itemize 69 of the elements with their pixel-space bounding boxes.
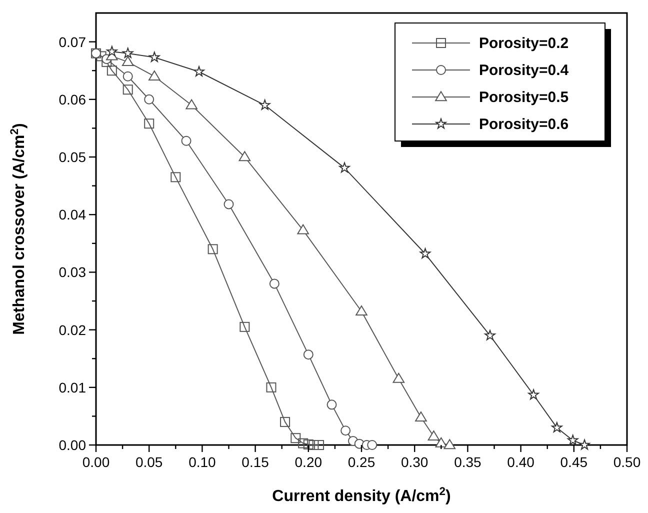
point [340,426,351,436]
y-tick-label: 0.07 [58,34,86,50]
y-tick-label: 0.02 [58,322,86,338]
point [148,52,160,62]
y-tick-label: 0.06 [58,91,86,108]
y-tick-label: 0.05 [58,149,86,165]
y-tick-label: 0.01 [58,379,86,396]
point [551,422,562,432]
point [326,400,337,410]
point [186,99,198,110]
point [194,66,204,76]
x-tick-label: 0.25 [348,454,376,470]
point [392,372,405,383]
legend-label: Porosity=0.4 [479,62,570,79]
x-tick-label: 0.05 [135,454,163,470]
x-tick-label: 0.50 [613,454,641,470]
x-tick-label: 0.10 [188,454,216,470]
point [280,416,290,427]
point [298,438,308,448]
point [122,56,134,66]
point [567,434,578,446]
point [122,71,133,82]
point [106,66,117,76]
x-axis-title: Current density (A/cm$^{2}$) [272,486,451,505]
legend-label: Porosity=0.6 [479,116,569,133]
point [415,411,427,422]
x-tick-label: 0.15 [242,454,270,470]
x-tick-label: 0.20 [294,454,322,470]
y-tick-label: 0.04 [58,206,86,223]
point [181,136,192,146]
point [435,437,448,448]
point [367,440,378,450]
point [339,162,350,173]
x-tick-label: 0.35 [454,454,482,470]
point [106,46,118,56]
y-tick-label: 0.03 [58,264,86,280]
point [484,330,496,340]
x-tick-label: 0.00 [82,454,110,470]
point [224,199,234,210]
x-tick-label: 0.30 [400,454,428,470]
point [259,99,270,110]
point [303,350,314,360]
point [170,172,181,182]
point [420,248,431,258]
point [303,439,314,450]
point [122,84,133,95]
point [428,430,440,440]
legend-label: Porosity=0.2 [479,35,569,52]
point [356,305,368,316]
point [297,224,309,234]
point [528,389,539,400]
point [148,70,160,80]
y-tick-label: 0.00 [58,437,86,453]
point [269,278,280,289]
x-tick-label: 0.40 [507,454,535,470]
point [444,439,456,450]
legend-label: Porosity=0.5 [479,89,569,106]
point [240,322,250,332]
point [238,151,251,162]
x-tick-label: 0.45 [560,454,588,470]
point [308,440,319,450]
point [266,382,276,392]
point [290,433,301,444]
point [122,48,134,58]
point [208,244,218,254]
point [144,118,154,129]
point [144,94,154,104]
point [314,440,324,450]
point [579,439,590,450]
